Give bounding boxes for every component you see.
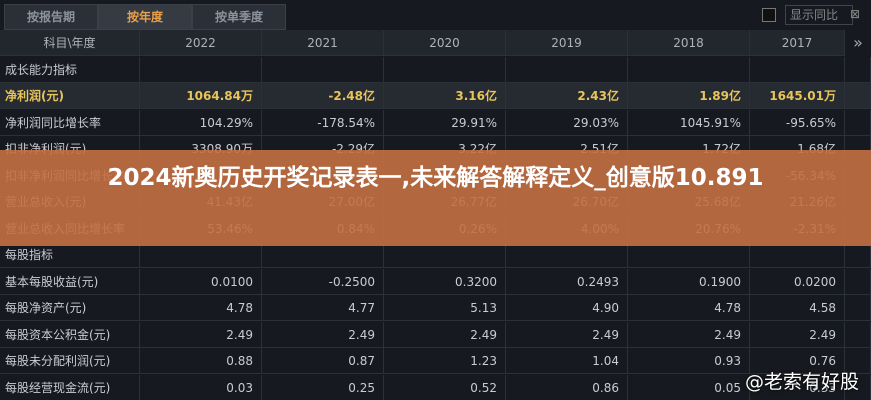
cell-value: 0.87 [262,348,384,374]
cell-value: 1064.84万 [140,83,262,109]
cell-value [628,56,750,83]
tab[interactable]: 按单季度 [192,4,286,30]
cell-value: 0.76 [750,348,845,374]
column-header: 2018 [628,30,750,56]
cell-value [506,56,628,83]
cell-value: 2.49 [506,321,628,348]
column-header: 2021 [262,30,384,56]
cell-value: -178.54% [262,109,384,136]
row-label: 每股经营现金流(元) [0,374,140,400]
cell-value: 1.04 [506,348,628,374]
cell-value: 0.88 [140,348,262,374]
more-columns[interactable]: » [853,33,863,52]
cell-value: -0.2500 [262,268,384,295]
cell-value [384,242,506,268]
cell-value: 0.05 [628,374,750,400]
cell-value: 3.16亿 [384,83,506,109]
cell-value: 4.90 [506,295,628,321]
tab[interactable]: 按年度 [98,4,192,30]
cell-value: 104.29% [140,109,262,136]
cell-value: 29.03% [506,109,628,136]
column-header: 2020 [384,30,506,56]
banner-title: 2024新奥历史开奖记录表一,未来解答解释定义_创意版10.891 [107,165,764,191]
cell-value: 2.43亿 [506,83,628,109]
cell-value: 2.49 [140,321,262,348]
cell-value [140,56,262,83]
watermark: @老索有好股 [744,371,859,393]
cell-value: 1.23 [384,348,506,374]
column-header: 2022 [140,30,262,56]
cell-value [628,242,750,268]
row-filler [845,268,871,295]
cell-value: 0.2493 [506,268,628,295]
row-label: 每股未分配利润(元) [0,348,140,374]
cell-value: 29.91% [384,109,506,136]
cell-value: 0.25 [262,374,384,400]
cell-value: 0.93 [628,348,750,374]
cell-value: 2.49 [384,321,506,348]
cell-value [384,56,506,83]
column-header: 科目\年度 [0,30,140,56]
cell-value: 0.3200 [384,268,506,295]
cell-value: 0.1900 [628,268,750,295]
cell-value: 0.0100 [140,268,262,295]
checkbox-label: 显示同比 [785,5,853,25]
cell-value [750,242,845,268]
cell-value [506,242,628,268]
cell-value: 0.52 [384,374,506,400]
row-label: 基本每股收益(元) [0,268,140,295]
column-header: 2019 [506,30,628,56]
cell-value [750,56,845,83]
cell-value [262,56,384,83]
cell-value: 5.13 [384,295,506,321]
cell-value: 2.49 [750,321,845,348]
row-filler [845,321,871,348]
section-label: 每股指标 [0,242,140,268]
row-label: 每股净资产(元) [0,295,140,321]
cell-value: 0.0200 [750,268,845,295]
cell-value: 0.86 [506,374,628,400]
cell-value: 2.49 [262,321,384,348]
cell-value: 0.03 [140,374,262,400]
cell-value: -95.65% [750,109,845,136]
cell-value: 1.89亿 [628,83,750,109]
cell-value: -2.48亿 [262,83,384,109]
search-clear[interactable]: ⊠ [850,7,861,21]
cell-value: 4.78 [140,295,262,321]
checkbox[interactable] [762,8,776,22]
section-label: 成长能力指标 [0,56,140,83]
cell-value: 4.58 [750,295,845,321]
banner: 2024新奥历史开奖记录表一,未来解答解释定义_创意版10.891 [0,150,871,246]
column-header: 2017 [750,30,845,56]
row-label: 每股资本公积金(元) [0,321,140,348]
row-label: 净利润同比增长率 [0,109,140,136]
cell-value: 4.77 [262,295,384,321]
cell-value [262,242,384,268]
row-filler [845,83,871,109]
cell-value: 2.49 [628,321,750,348]
cell-value: 4.78 [628,295,750,321]
row-label: 净利润(元) [0,83,140,109]
cell-value: 1045.91% [628,109,750,136]
cell-value [140,242,262,268]
tab[interactable]: 按报告期 [4,4,98,30]
row-filler [845,109,871,136]
cell-value: 1645.01万 [750,83,845,109]
row-filler [845,295,871,321]
row-filler [845,56,871,83]
